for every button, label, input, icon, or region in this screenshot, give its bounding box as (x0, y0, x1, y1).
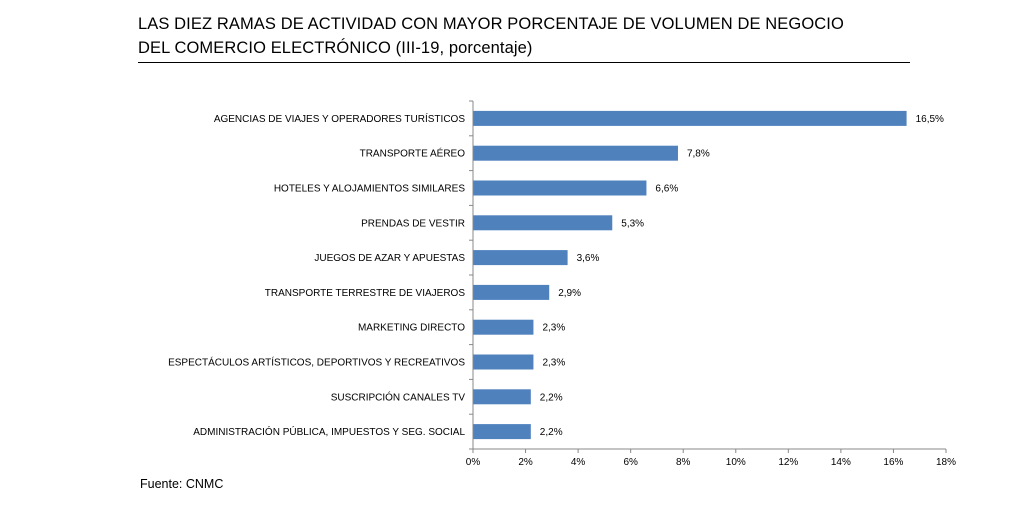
bar (473, 284, 550, 300)
value-label: 3,6% (577, 253, 600, 264)
x-tick-label: 14% (831, 457, 851, 468)
value-label: 2,2% (540, 392, 563, 403)
category-label: ESPECTÁCULOS ARTÍSTICOS, DEPORTIVOS Y RE… (168, 356, 465, 369)
bar (473, 354, 534, 370)
value-label: 2,3% (542, 323, 565, 334)
value-label: 2,2% (540, 427, 563, 438)
bars-group (473, 110, 907, 440)
chart-title-line-1: LAS DIEZ RAMAS DE ACTIVIDAD CON MAYOR PO… (138, 15, 844, 33)
category-label: MARKETING DIRECTO (358, 323, 465, 334)
value-label: 7,8% (687, 149, 710, 160)
category-label: HOTELES Y ALOJAMIENTOS SIMILARES (274, 184, 466, 195)
title-underline (138, 62, 910, 63)
chart-title-line-2: DEL COMERCIO ELECTRÓNICO (III-19, porcen… (138, 39, 533, 57)
bar (473, 110, 907, 126)
labels-group: AGENCIAS DE VIAJES Y OPERADORES TURÍSTIC… (168, 112, 956, 468)
bar (473, 145, 678, 161)
bar (473, 215, 613, 231)
source-note: Fuente: CNMC (140, 477, 224, 491)
value-label: 2,9% (558, 288, 581, 299)
x-tick-label: 8% (676, 457, 691, 468)
category-label: AGENCIAS DE VIAJES Y OPERADORES TURÍSTIC… (214, 112, 466, 125)
bar (473, 250, 568, 266)
bar (473, 180, 647, 196)
bar (473, 389, 531, 405)
x-tick-label: 6% (623, 457, 638, 468)
chart-title: LAS DIEZ RAMAS DE ACTIVIDAD CON MAYOR PO… (138, 12, 910, 60)
x-tick-label: 4% (571, 457, 586, 468)
value-label: 5,3% (621, 218, 644, 229)
axes-group (469, 100, 947, 453)
bar (473, 319, 534, 335)
category-label: PRENDAS DE VESTIR (361, 218, 465, 229)
x-tick-label: 18% (936, 457, 956, 468)
category-label: ADMINISTRACIÓN PÚBLICA, IMPUESTOS Y SEG.… (193, 425, 465, 438)
x-tick-label: 16% (883, 457, 903, 468)
x-tick-label: 0% (466, 457, 481, 468)
value-label: 2,3% (542, 358, 565, 369)
category-label: SUSCRIPCIÓN CANALES TV (331, 390, 466, 403)
category-label: TRANSPORTE AÉREO (360, 147, 466, 160)
value-label: 6,6% (655, 184, 678, 195)
x-tick-label: 12% (778, 457, 798, 468)
category-label: TRANSPORTE TERRESTRE DE VIAJEROS (265, 288, 466, 299)
bar (473, 424, 531, 440)
value-label: 16,5% (916, 114, 944, 125)
x-tick-label: 10% (726, 457, 746, 468)
category-label: JUEGOS DE AZAR Y APUESTAS (314, 253, 465, 264)
x-tick-label: 2% (518, 457, 533, 468)
